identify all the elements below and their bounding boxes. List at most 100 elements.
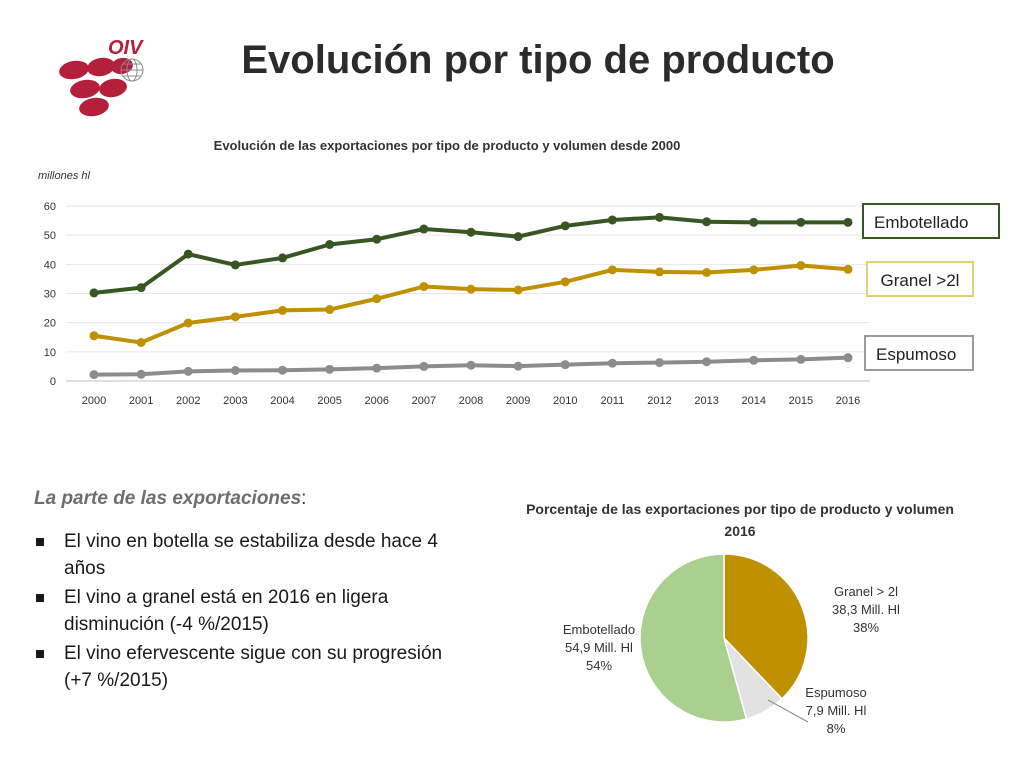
data-point-granel	[230, 312, 240, 322]
data-point-embotellado	[419, 224, 429, 234]
line-chart-title: Evolución de las exportaciones por tipo …	[214, 138, 681, 153]
exports-text-block: La parte de las exportaciones: El vino e…	[34, 488, 474, 696]
data-point-granel	[278, 305, 287, 315]
data-point-embotellado	[749, 217, 759, 227]
data-point-granel	[560, 277, 570, 287]
pie-slice-embotellado	[639, 553, 748, 723]
x-tick-label: 2010	[553, 395, 577, 407]
pie-chart: Porcentaje de las exportaciones por tipo…	[526, 501, 954, 736]
line-chart: Evolución de las exportaciones por tipo …	[38, 138, 870, 407]
data-point-espumoso	[796, 354, 806, 364]
pie-label-espumoso: Espumoso	[805, 685, 866, 700]
x-tick-label: 2015	[789, 395, 813, 407]
data-point-espumoso	[89, 370, 99, 380]
data-point-embotellado	[136, 283, 146, 293]
data-point-granel	[136, 338, 146, 347]
x-tick-label: 2009	[506, 395, 530, 407]
data-point-embotellado	[655, 212, 664, 222]
data-point-embotellado	[372, 234, 382, 244]
x-tick-label: 2007	[412, 395, 436, 407]
pie-label-granel: 38%	[853, 620, 879, 635]
y-tick-label: 0	[50, 376, 56, 388]
data-point-espumoso	[513, 361, 523, 371]
data-point-granel	[655, 267, 664, 277]
bullet-text: El vino en botella se estabiliza desde h…	[64, 531, 438, 579]
page-title: Evolución por tipo de producto	[241, 38, 835, 82]
series-line-granel	[93, 263, 849, 345]
pie-label-espumoso: 7,9 Mill. Hl	[806, 703, 867, 718]
text-heading-label: La parte de las exportaciones	[34, 488, 302, 509]
x-tick-label: 2003	[223, 395, 247, 407]
data-point-granel	[325, 305, 335, 315]
legend-espumoso: Espumoso	[864, 335, 974, 371]
data-point-espumoso	[183, 366, 193, 376]
x-tick-label: 2004	[270, 395, 294, 407]
x-tick-label: 2011	[601, 395, 625, 407]
y-tick-label: 10	[44, 347, 56, 359]
x-tick-label: 2014	[742, 395, 766, 407]
data-point-espumoso	[749, 355, 759, 365]
text-heading: La parte de las exportaciones:	[34, 488, 474, 510]
data-point-espumoso	[702, 357, 712, 367]
data-point-granel	[796, 261, 806, 270]
data-point-granel	[372, 294, 382, 304]
logo-text: OIV	[108, 37, 144, 59]
data-point-granel	[749, 265, 759, 275]
y-tick-label: 50	[44, 230, 56, 242]
x-tick-label: 2012	[647, 395, 671, 407]
bullet-item: El vino efervescente sigue con su progre…	[34, 640, 474, 694]
data-point-granel	[89, 331, 99, 341]
x-tick-label: 2016	[836, 395, 860, 407]
pie-label-espumoso: 8%	[827, 721, 846, 736]
data-point-embotellado	[796, 217, 806, 227]
pie-chart-title-line1: Porcentaje de las exportaciones por tipo…	[526, 501, 954, 517]
data-point-espumoso	[843, 353, 853, 363]
data-point-embotellado	[843, 217, 853, 227]
x-tick-label: 2013	[694, 395, 718, 407]
data-point-espumoso	[655, 358, 664, 368]
data-point-granel	[607, 265, 617, 275]
pie-leader-line	[767, 699, 809, 723]
data-point-granel	[513, 285, 523, 295]
bullet-square-icon	[36, 650, 44, 658]
data-point-embotellado	[513, 232, 523, 242]
legend-granel: Granel >2l	[866, 261, 974, 297]
text-heading-colon: :	[301, 488, 307, 509]
x-tick-label: 2008	[459, 395, 483, 407]
y-tick-label: 60	[44, 201, 56, 213]
data-point-granel	[702, 268, 712, 277]
data-point-espumoso	[325, 364, 335, 374]
bullet-square-icon	[36, 538, 44, 546]
data-point-granel	[843, 264, 853, 274]
data-point-espumoso	[607, 358, 617, 368]
x-tick-label: 2005	[317, 395, 341, 407]
pie-chart-title-line2: 2016	[724, 523, 755, 539]
x-tick-label: 2002	[176, 395, 200, 407]
data-point-espumoso	[230, 366, 240, 375]
data-point-espumoso	[419, 361, 429, 371]
y-tick-label: 20	[44, 318, 56, 330]
data-point-embotellado	[325, 240, 335, 249]
data-point-espumoso	[136, 369, 146, 379]
bullet-item: El vino en botella se estabiliza desde h…	[34, 528, 474, 582]
y-tick-label: 30	[44, 289, 56, 301]
data-point-espumoso	[466, 360, 476, 370]
data-point-granel	[419, 282, 429, 291]
data-point-granel	[183, 318, 193, 328]
data-point-espumoso	[560, 360, 570, 370]
data-point-embotellado	[230, 260, 240, 270]
data-point-espumoso	[278, 365, 287, 375]
legend-embotellado: Embotellado	[862, 203, 1000, 239]
x-tick-label: 2006	[365, 395, 389, 407]
pie-label-embotellado: Embotellado	[563, 622, 635, 637]
data-point-embotellado	[466, 227, 476, 237]
bullet-text: El vino a granel está en 2016 en ligera …	[64, 587, 389, 635]
y-tick-label: 40	[44, 259, 56, 271]
x-tick-label: 2000	[82, 395, 106, 407]
data-point-granel	[466, 284, 476, 294]
bullet-square-icon	[36, 594, 44, 602]
pie-label-granel: Granel > 2l	[834, 584, 898, 599]
bullet-text: El vino efervescente sigue con su progre…	[64, 643, 443, 691]
data-point-embotellado	[278, 253, 287, 263]
pie-label-granel: 38,3 Mill. Hl	[832, 602, 900, 617]
